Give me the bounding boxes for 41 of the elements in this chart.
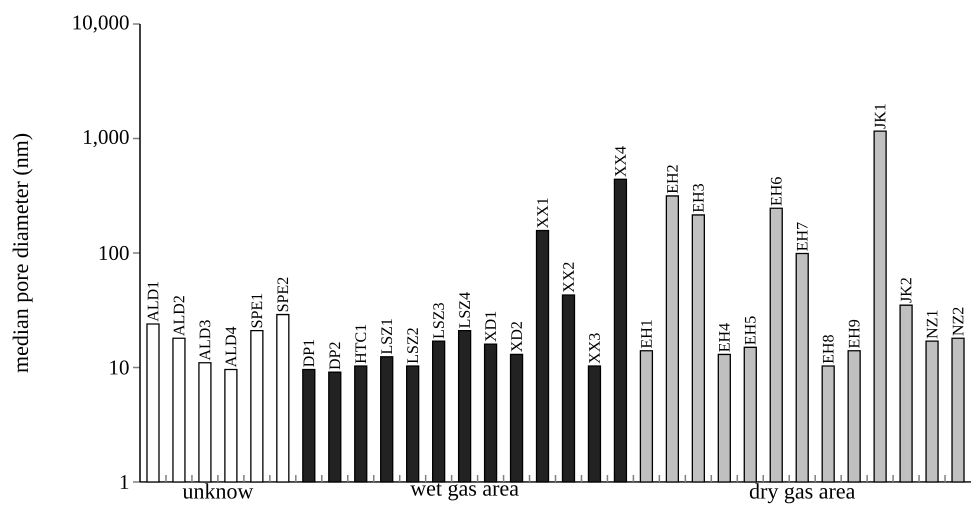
x-tick-label: EH9	[848, 320, 860, 348]
x-tick-label: XX1	[537, 198, 548, 228]
x-tick-label: ALD4	[226, 326, 236, 368]
x-tick-label: EH2	[667, 165, 678, 194]
x-tick-label: LSZ2	[407, 328, 418, 364]
x-tick-label: XX3	[589, 333, 600, 364]
x-tick-label: EH8	[822, 335, 834, 364]
x-tick-label: EH1	[641, 320, 652, 348]
x-tick-label: LSZ4	[459, 292, 470, 328]
y-tick-label: 10,000	[74, 15, 129, 33]
x-tick-label: SPE1	[251, 294, 262, 328]
x-tick-label: XX2	[563, 262, 574, 292]
x-tick-label: EH6	[770, 177, 782, 206]
x-tick-label: EH7	[796, 222, 808, 251]
x-tick-label: JK1	[874, 104, 886, 129]
series-label: wet gas area	[410, 483, 519, 500]
x-tick-label: LSZ3	[433, 303, 444, 338]
x-tick-label: SPE2	[277, 278, 288, 312]
x-tick-label: EH4	[719, 323, 730, 352]
y-tick-label: 1,000	[84, 130, 129, 148]
x-tick-label: HTC1	[355, 324, 366, 364]
x-tick-label: XD1	[485, 312, 496, 342]
y-tick-label: 10	[110, 360, 129, 375]
series-label: dry gas area	[750, 483, 856, 504]
x-tick-label: EH3	[692, 184, 704, 212]
x-tick-label: XD2	[511, 322, 522, 352]
x-tick-label: DP1	[304, 340, 314, 367]
x-tick-label: JK2	[900, 278, 912, 303]
y-tick-label: 1	[120, 475, 128, 489]
x-tick-label: LSZ1	[381, 319, 392, 354]
x-tick-label: ALD1	[148, 282, 158, 322]
x-tick-label: XX4	[615, 146, 626, 177]
series-label: unknow	[182, 483, 254, 499]
y-tick-label: 100	[100, 246, 129, 260]
x-tick-label: NZ2	[952, 308, 964, 336]
y-axis-title: median pore diameter (nm)	[12, 134, 33, 373]
x-tick-label: NZ1	[926, 310, 938, 338]
x-tick-label: DP2	[329, 342, 340, 370]
x-tick-label: ALD3	[200, 320, 210, 360]
x-tick-label: ALD2	[174, 296, 184, 336]
x-tick-label: EH5	[744, 316, 756, 345]
